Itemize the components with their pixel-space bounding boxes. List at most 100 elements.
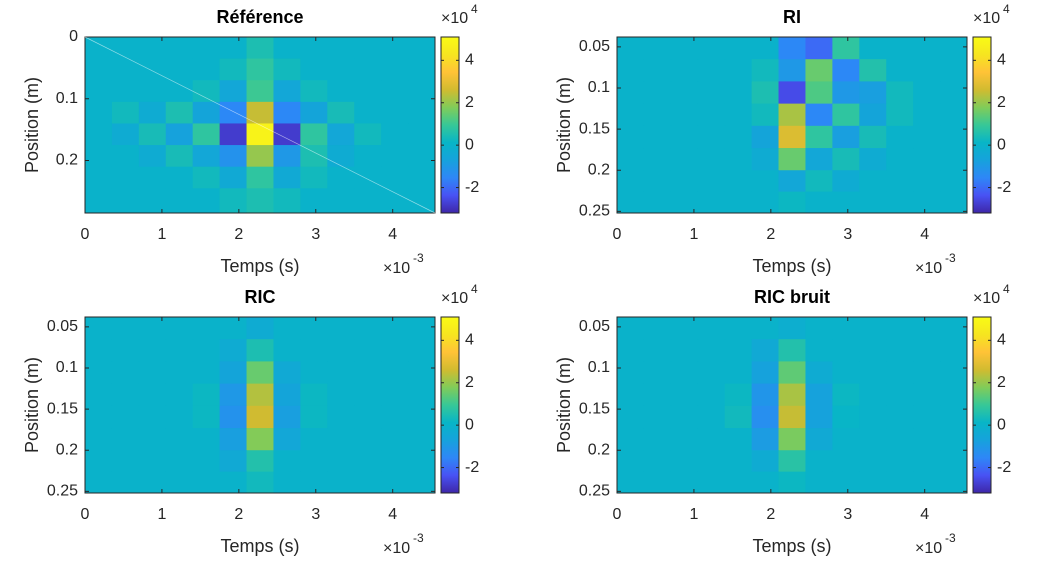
heatmap-cell (408, 339, 436, 362)
heatmap-cell (111, 101, 140, 124)
heatmap-cell (219, 471, 248, 494)
heatmap-cell (751, 450, 780, 473)
heatmap-cell (273, 428, 301, 451)
heatmap-cell (670, 170, 699, 193)
heatmap-cell (670, 471, 699, 494)
heatmap-cell (886, 317, 914, 340)
heatmap-cell (859, 361, 887, 385)
y-tick-label: 0.1 (588, 359, 610, 376)
heatmap-cell (138, 317, 167, 340)
heatmap-cell (111, 428, 140, 451)
heatmap-cell (381, 145, 409, 168)
heatmap-cell (246, 339, 274, 362)
x-tick-label: 4 (920, 226, 929, 243)
heatmap-cell (300, 145, 328, 168)
colorbar-tick-label: 0 (465, 136, 474, 153)
colorbar-tick-label: 4 (465, 52, 474, 69)
heatmap-cell (643, 148, 672, 171)
heatmap-cell (886, 59, 914, 82)
heatmap-cell (246, 58, 274, 81)
heatmap-cell (832, 81, 860, 105)
heatmap-cell (85, 450, 113, 473)
heatmap-cell (111, 145, 140, 168)
x-exponent-power: -3 (413, 531, 424, 545)
colorbar-exponent-base: ×10 (973, 10, 1000, 27)
heatmap-cell (886, 450, 914, 473)
heatmap-cell (913, 383, 941, 407)
heatmap-cell (85, 37, 113, 60)
heatmap-cell (327, 405, 355, 429)
heatmap-cell (617, 191, 645, 214)
x-tick-label: 3 (843, 506, 852, 523)
heatmap-cell (940, 81, 968, 105)
x-tick-label: 0 (613, 226, 622, 243)
x-exponent-power: -3 (413, 251, 424, 265)
x-tick-label: 0 (613, 506, 622, 523)
heatmap-cell (219, 405, 248, 429)
heatmap-cell (805, 471, 833, 494)
x-tick-label: 1 (689, 506, 698, 523)
heatmap-cell (859, 148, 887, 171)
heatmap-cell (192, 123, 221, 146)
heatmap-cell (354, 428, 382, 451)
heatmap-cell (165, 145, 194, 168)
heatmap-cell (300, 317, 328, 340)
heatmap-cell (697, 148, 726, 171)
y-axis-label: Position (m) (22, 77, 42, 173)
heatmap-cell (354, 450, 382, 473)
heatmap-cell (327, 188, 355, 214)
heatmap-cell (300, 80, 328, 103)
heatmap-cell (381, 405, 409, 429)
heatmap-cell (832, 383, 860, 407)
heatmap-cell (913, 471, 941, 494)
heatmap-cell (751, 191, 780, 214)
heatmap-cell (751, 59, 780, 82)
heatmap-cell (111, 80, 140, 103)
heatmap-cell (408, 58, 436, 81)
y-tick-label: 0.05 (579, 318, 610, 335)
heatmap-cell (724, 428, 753, 451)
heatmap-cell (859, 450, 887, 473)
heatmap-cell (724, 450, 753, 473)
heatmap-cell (886, 81, 914, 105)
heatmap-cell (246, 428, 274, 451)
heatmap-cell (192, 383, 221, 407)
heatmap-cell (381, 471, 409, 494)
heatmap-cell (778, 405, 806, 429)
heatmap-cell (192, 471, 221, 494)
heatmap-cell (751, 405, 780, 429)
heatmap-cell (617, 125, 645, 149)
heatmap-cell (643, 103, 672, 127)
y-tick-label: 0.2 (588, 161, 610, 178)
heatmap-cell (643, 170, 672, 193)
y-tick-label: 0.2 (588, 441, 610, 458)
heatmap-cell (219, 58, 248, 81)
heatmap-cell (751, 148, 780, 171)
heatmap-cell (859, 317, 887, 340)
heatmap-cell (327, 317, 355, 340)
heatmap-cell (913, 125, 941, 149)
heatmap-cell (643, 81, 672, 105)
heatmap-cell (327, 58, 355, 81)
heatmap-cell (886, 170, 914, 193)
heatmap-cell (617, 59, 645, 82)
heatmap-cell (886, 37, 914, 60)
heatmap-cell (165, 123, 194, 146)
colorbar-tick-label: 4 (465, 332, 474, 349)
heatmap-cell (327, 339, 355, 362)
heatmap-cell (165, 450, 194, 473)
heatmap-cell (138, 428, 167, 451)
heatmap-cell (85, 123, 113, 146)
heatmap-cell (246, 37, 274, 60)
x-tick-label: 2 (766, 226, 775, 243)
x-tick-label: 4 (388, 506, 397, 523)
heatmap-cell (273, 123, 301, 146)
heatmap-cell (913, 191, 941, 214)
heatmap-cell (219, 339, 248, 362)
heatmap-cell (165, 383, 194, 407)
heatmap-cell (219, 188, 248, 214)
heatmap-cell (751, 339, 780, 362)
heatmap-cell (940, 471, 968, 494)
heatmap-cell (913, 428, 941, 451)
chart-title: Référence (216, 7, 303, 27)
